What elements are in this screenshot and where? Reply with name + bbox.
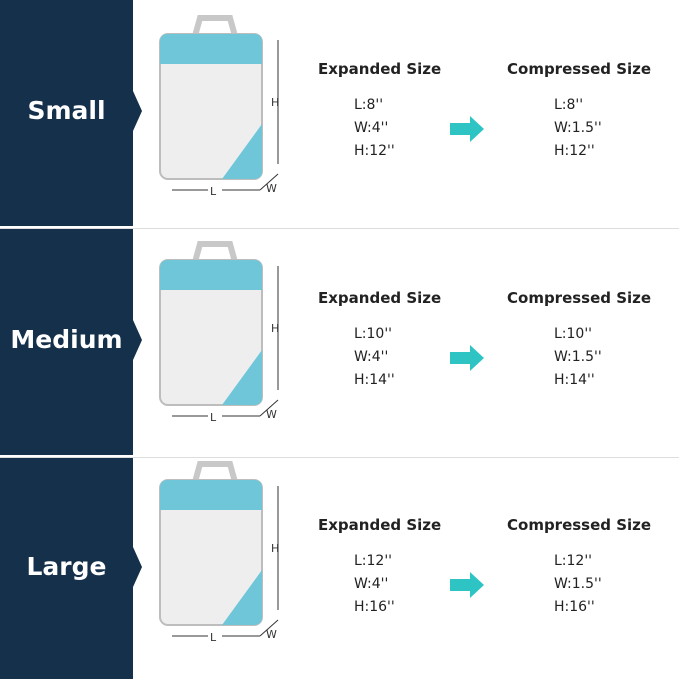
width-label: W (266, 408, 277, 421)
row-divider (0, 226, 679, 229)
packing-cube-image: H L W (159, 15, 279, 198)
width-label: W (266, 628, 277, 641)
height-label: H (271, 96, 279, 109)
compressed-dimension: H:12'' (554, 143, 595, 159)
expanded-size: Expanded Size L:12'' W:4'' H:16'' (318, 516, 441, 619)
expanded-size: Expanded Size L:8'' W:4'' H:12'' (318, 60, 441, 163)
size-name: Medium (10, 325, 123, 354)
size-row-small: Small H L W Expanded Size L:8'' W:4'' H:12… (0, 0, 679, 226)
expanded-dimension: H:14'' (354, 372, 395, 388)
expanded-dimensions: L:12'' W:4'' H:16'' (318, 550, 441, 619)
height-label: H (271, 542, 279, 555)
expanded-dimension: W:4'' (354, 349, 389, 365)
expanded-size: Expanded Size L:10'' W:4'' H:14'' (318, 289, 441, 392)
panel-notch (133, 320, 142, 360)
row-divider (0, 455, 679, 458)
size-row-medium: Medium H L W Expanded Size L:10'' W:4'' H:… (0, 229, 679, 455)
expanded-dimension: L:8'' (354, 97, 384, 113)
length-label: L (210, 411, 217, 424)
expanded-dimension: H:12'' (354, 143, 395, 159)
compressed-dimension: L:12'' (554, 552, 593, 569)
arrow-right-icon (450, 571, 484, 598)
compressed-dimension: W:1.5'' (554, 349, 602, 365)
expanded-size-heading: Expanded Size (318, 60, 442, 78)
packing-cube-image: H L W (159, 461, 279, 644)
compressed-size-heading: Compressed Size (507, 515, 652, 534)
packing-cube-image: H L W (159, 241, 279, 424)
expanded-dimensions: L:10'' W:4'' H:14'' (318, 323, 441, 392)
arrow-right-icon (450, 116, 484, 142)
compressed-dimension: H:16'' (554, 598, 595, 615)
expanded-dimension: W:4'' (354, 575, 389, 592)
height-label: H (271, 322, 279, 335)
compressed-dimensions: L:12'' W:1.5'' H:16'' (507, 550, 651, 619)
expanded-dimension: W:4'' (354, 120, 389, 136)
size-name: Large (26, 551, 107, 581)
compressed-size: Compressed Size L:8'' W:1.5'' H:12'' (507, 60, 651, 163)
arrow-right-icon (450, 345, 484, 371)
compressed-size-heading: Compressed Size (507, 60, 652, 78)
size-name: Small (27, 96, 106, 125)
compressed-dimension: W:1.5'' (554, 575, 602, 592)
expanded-size-heading: Expanded Size (318, 515, 442, 534)
size-row-large: Large H L W Expanded Size L:12'' W:4'' H:1… (0, 458, 679, 679)
compressed-dimension: L:10'' (554, 326, 593, 342)
length-label: L (210, 185, 217, 198)
compressed-size: Compressed Size L:12'' W:1.5'' H:16'' (507, 516, 651, 619)
expanded-dimensions: L:8'' W:4'' H:12'' (318, 94, 441, 163)
compressed-dimensions: L:8'' W:1.5'' H:12'' (507, 94, 651, 163)
size-panel (0, 229, 133, 455)
panel-notch (133, 91, 142, 131)
expanded-dimension: H:16'' (354, 598, 395, 615)
expanded-dimension: L:12'' (354, 552, 393, 569)
panel-notch (133, 546, 142, 587)
compressed-dimension: W:1.5'' (554, 120, 602, 136)
width-label: W (266, 182, 277, 195)
compressed-dimension: L:8'' (554, 97, 584, 113)
expanded-dimension: L:10'' (354, 326, 393, 342)
size-panel (0, 458, 133, 679)
compressed-size-heading: Compressed Size (507, 289, 652, 307)
length-label: L (210, 631, 217, 644)
compressed-dimensions: L:10'' W:1.5'' H:14'' (507, 323, 651, 392)
compressed-dimension: H:14'' (554, 372, 595, 388)
size-panel (0, 0, 133, 226)
expanded-size-heading: Expanded Size (318, 289, 442, 307)
compressed-size: Compressed Size L:10'' W:1.5'' H:14'' (507, 289, 651, 392)
